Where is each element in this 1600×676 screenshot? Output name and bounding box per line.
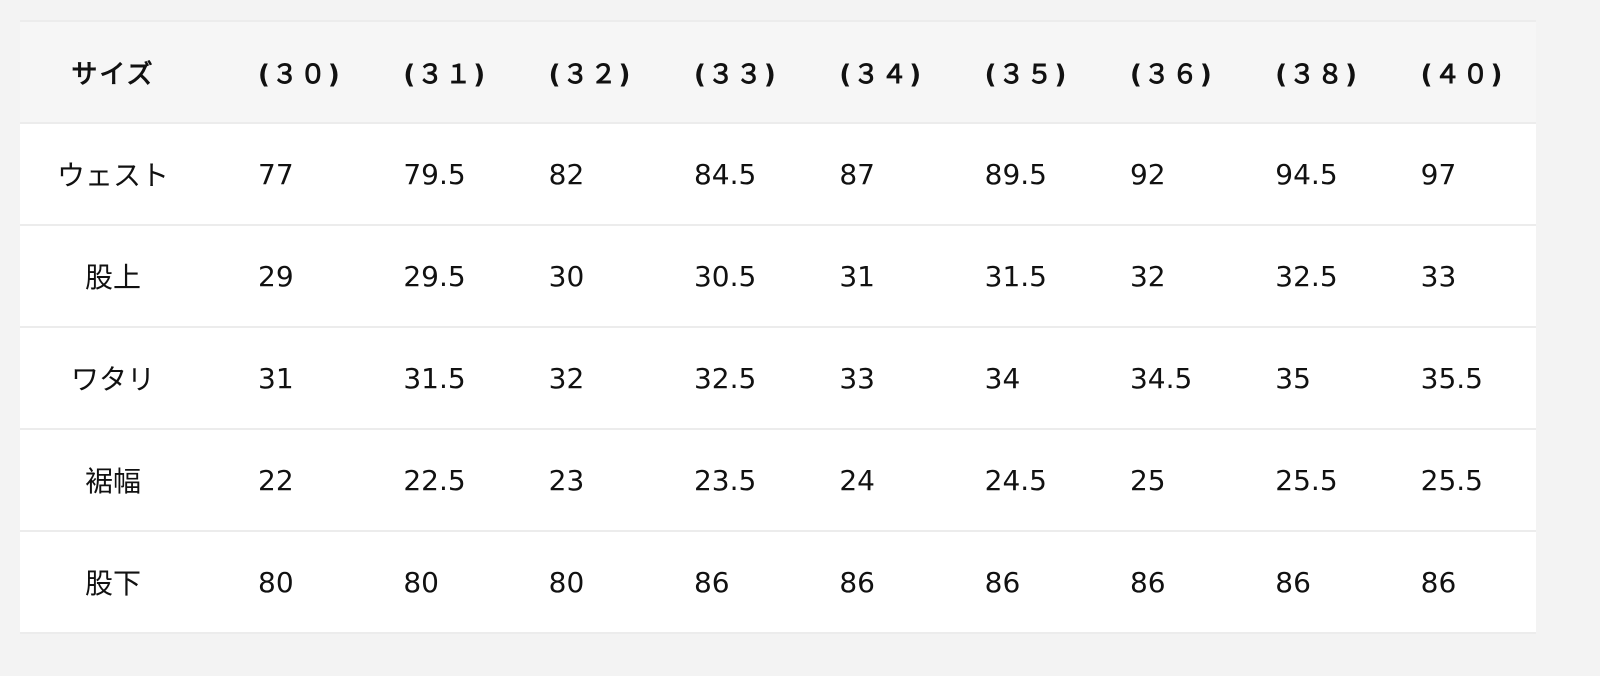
table-cell: 32 xyxy=(518,326,664,430)
header-size-label: サイズ xyxy=(20,20,228,124)
table-cell: 30 xyxy=(518,224,664,328)
table-cell: 22 xyxy=(228,428,374,532)
row-label: ワタリ xyxy=(20,326,228,430)
table-cell: 94.5 xyxy=(1245,122,1391,226)
table-cell: 29 xyxy=(228,224,374,328)
header-size-column: (３０) xyxy=(228,20,374,124)
header-size-column: (３４) xyxy=(809,20,955,124)
table-cell: 31 xyxy=(228,326,374,430)
table-cell: 77 xyxy=(228,122,374,226)
table-cell: 33 xyxy=(809,326,955,430)
table-cell: 84.5 xyxy=(663,122,810,226)
table-cell: 87 xyxy=(809,122,955,226)
table-cell: 30.5 xyxy=(663,224,810,328)
table-cell: 24.5 xyxy=(954,428,1100,532)
table-row: 裾幅 22 22.5 23 23.5 24 24.5 25 25.5 25.5 xyxy=(20,428,1536,532)
row-label: 股下 xyxy=(20,530,228,634)
table-cell: 29.5 xyxy=(373,224,519,328)
table-cell: 25 xyxy=(1099,428,1246,532)
table-cell: 86 xyxy=(1245,530,1391,634)
table-cell: 34.5 xyxy=(1099,326,1246,430)
header-size-column: (４０) xyxy=(1390,20,1536,124)
header-size-column: (３３) xyxy=(663,20,810,124)
table-cell: 86 xyxy=(663,530,810,634)
table-cell: 33 xyxy=(1390,224,1536,328)
table-cell: 80 xyxy=(373,530,519,634)
table-cell: 31 xyxy=(809,224,955,328)
table-cell: 25.5 xyxy=(1390,428,1536,532)
table-cell: 23.5 xyxy=(663,428,810,532)
header-size-column: (３１) xyxy=(373,20,519,124)
table-cell: 89.5 xyxy=(954,122,1100,226)
table-cell: 32.5 xyxy=(663,326,810,430)
table-cell: 31.5 xyxy=(954,224,1100,328)
table-cell: 82 xyxy=(518,122,664,226)
row-label: 裾幅 xyxy=(20,428,228,532)
header-size-column: (３５) xyxy=(954,20,1100,124)
table-cell: 80 xyxy=(518,530,664,634)
table-cell: 34 xyxy=(954,326,1100,430)
table-cell: 31.5 xyxy=(373,326,519,430)
table-cell: 32 xyxy=(1099,224,1246,328)
table-cell: 86 xyxy=(954,530,1100,634)
table-cell: 32.5 xyxy=(1245,224,1391,328)
table-cell: 97 xyxy=(1390,122,1536,226)
row-label: 股上 xyxy=(20,224,228,328)
table-cell: 35.5 xyxy=(1390,326,1536,430)
header-row: サイズ (３０) (３１) (３２) (３３) (３４) (３５) (３６) (３８) (４０) xyxy=(20,20,1536,124)
table-cell: 86 xyxy=(809,530,955,634)
table-cell: 22.5 xyxy=(373,428,519,532)
row-label: ウェスト xyxy=(20,122,228,226)
table-cell: 80 xyxy=(228,530,374,634)
table-cell: 35 xyxy=(1245,326,1391,430)
table-row: 股上 29 29.5 30 30.5 31 31.5 32 32.5 33 xyxy=(20,224,1536,328)
table-row: ワタリ 31 31.5 32 32.5 33 34 34.5 35 35.5 xyxy=(20,326,1536,430)
table-cell: 23 xyxy=(518,428,664,532)
table-cell: 86 xyxy=(1099,530,1246,634)
table-row: 股下 80 80 80 86 86 86 86 86 86 xyxy=(20,530,1536,634)
header-size-column: (３６) xyxy=(1099,20,1246,124)
table-cell: 24 xyxy=(809,428,955,532)
table-cell: 79.5 xyxy=(373,122,519,226)
table-row: ウェスト 77 79.5 82 84.5 87 89.5 92 94.5 97 xyxy=(20,122,1536,226)
header-size-column: (３２) xyxy=(518,20,664,124)
header-size-column: (３８) xyxy=(1245,20,1391,124)
table-cell: 25.5 xyxy=(1245,428,1391,532)
size-table: サイズ (３０) (３１) (３２) (３３) (３４) (３５) (３６) (３８) (４０) … xyxy=(20,20,1536,634)
table-cell: 86 xyxy=(1390,530,1536,634)
table-cell: 92 xyxy=(1099,122,1246,226)
